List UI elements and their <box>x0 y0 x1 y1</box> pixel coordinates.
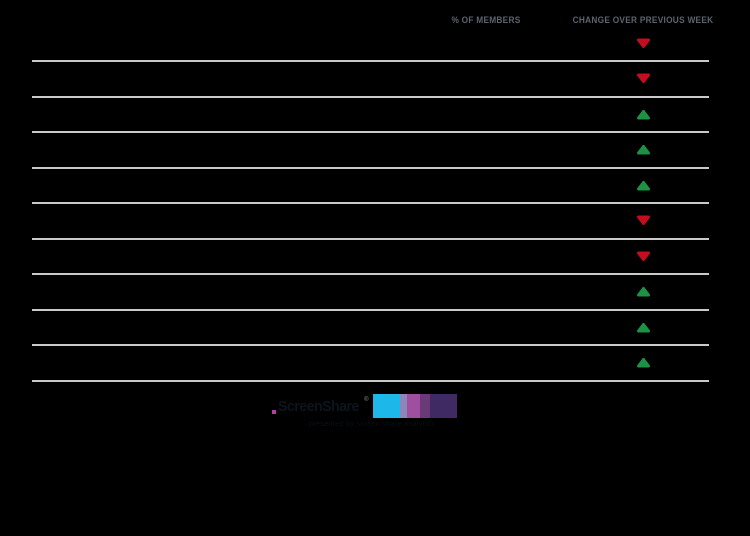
arrow-down-icon <box>636 38 651 49</box>
arrow-up-icon <box>636 144 651 155</box>
arrow-up-icon <box>636 286 651 297</box>
table-row[interactable] <box>32 133 709 169</box>
arrow-up-icon <box>636 322 651 333</box>
table-row[interactable] <box>32 204 709 240</box>
table-row[interactable] <box>32 27 709 62</box>
logo-wordmark: ScreenShare <box>278 397 359 415</box>
logo-color-block <box>419 394 430 418</box>
logo-color-block <box>372 394 400 418</box>
arrow-up-icon <box>636 357 651 368</box>
column-header-percent-of-members: % OF MEMBERS <box>451 15 521 25</box>
table-row[interactable] <box>32 346 709 382</box>
logo-accent-dot-icon <box>272 410 276 414</box>
table-body <box>32 27 709 382</box>
logo-color-block <box>399 394 407 418</box>
table-row[interactable] <box>32 275 709 311</box>
arrow-down-icon <box>636 215 651 226</box>
logo-color-block <box>406 394 420 418</box>
table-row[interactable] <box>32 98 709 133</box>
registered-trademark-icon: ® <box>364 397 369 403</box>
logo: ScreenShare ® presented by screen share … <box>272 393 472 428</box>
arrow-up-icon <box>636 109 651 120</box>
column-header-change-over-previous-week: CHANGE OVER PREVIOUS WEEK <box>572 15 714 25</box>
table-row[interactable] <box>32 311 709 346</box>
table-row[interactable] <box>32 62 709 98</box>
logo-color-blocks <box>372 394 457 418</box>
table-row[interactable] <box>32 169 709 204</box>
arrow-up-icon <box>636 180 651 191</box>
logo-tagline: presented by screen share analytics <box>308 421 436 428</box>
table-row[interactable] <box>32 240 709 275</box>
logo-row: ScreenShare ® <box>272 393 472 419</box>
logo-color-block <box>429 394 457 418</box>
arrow-down-icon <box>636 73 651 84</box>
arrow-down-icon <box>636 251 651 262</box>
